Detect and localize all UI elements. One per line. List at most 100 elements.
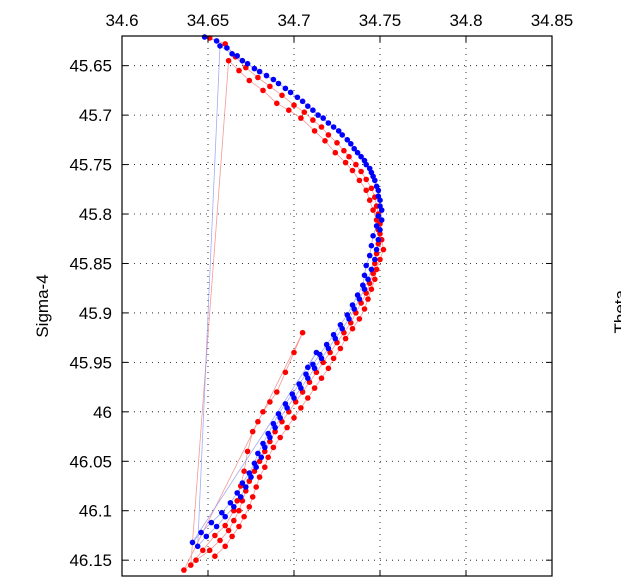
data-point-red xyxy=(291,349,297,356)
data-point-blue xyxy=(213,38,220,44)
data-point-red xyxy=(206,547,213,554)
y-tick-label: 45.8 xyxy=(79,205,112,224)
data-point-red xyxy=(301,109,308,115)
y-tick-label: 45.85 xyxy=(69,254,112,273)
data-point-blue xyxy=(246,470,253,476)
data-point-red xyxy=(272,428,278,435)
data-point-blue xyxy=(323,341,330,348)
data-point-blue xyxy=(258,454,265,461)
data-point-blue xyxy=(335,128,342,134)
data-point-red xyxy=(267,399,273,405)
x-tick-label: 34.85 xyxy=(531,11,574,30)
data-point-blue xyxy=(227,500,234,506)
data-point-blue xyxy=(289,391,296,397)
data-point-blue xyxy=(370,173,376,180)
data-point-red xyxy=(342,159,349,166)
y-tick-label: 45.75 xyxy=(69,156,112,175)
data-point-red xyxy=(325,365,332,372)
data-point-blue xyxy=(375,213,382,219)
data-point-red xyxy=(274,100,280,107)
data-point-red xyxy=(260,409,266,415)
data-point-blue xyxy=(373,183,380,190)
data-point-red xyxy=(361,306,368,312)
data-point-blue xyxy=(360,282,366,289)
data-point-blue xyxy=(361,157,368,164)
data-point-blue xyxy=(265,430,272,437)
data-point-blue xyxy=(194,543,201,550)
data-point-red xyxy=(200,547,206,554)
data-point-blue xyxy=(377,227,383,233)
data-point-red xyxy=(349,167,356,174)
data-point-blue xyxy=(348,141,354,147)
data-point-blue xyxy=(239,480,246,486)
data-point-blue xyxy=(363,262,370,269)
data-point-red xyxy=(298,115,304,121)
data-point-red xyxy=(262,464,268,471)
data-point-blue xyxy=(275,411,282,417)
data-point-blue xyxy=(366,252,373,259)
data-point-red xyxy=(236,507,242,514)
y-tick-label: 46.15 xyxy=(69,551,112,570)
data-point-red xyxy=(243,488,249,494)
data-point-red xyxy=(305,395,311,401)
data-point-red xyxy=(380,246,387,253)
grid-lines xyxy=(122,36,552,576)
data-point-blue xyxy=(366,165,373,172)
y-ticks: 45.65 45.7 45.75 45.8 45.85 45.9 45.95 46 46.05 4… xyxy=(69,57,552,570)
data-point-blue xyxy=(224,45,230,51)
data-point-red xyxy=(337,345,344,352)
data-point-red xyxy=(246,504,253,510)
data-point-blue xyxy=(368,242,375,249)
data-point-blue xyxy=(330,331,337,338)
data-point-blue xyxy=(305,103,311,109)
data-point-blue xyxy=(339,132,346,138)
data-point-red xyxy=(231,517,237,524)
data-point-red xyxy=(353,161,359,168)
data-point-red xyxy=(274,389,280,395)
data-point-blue xyxy=(375,236,382,243)
data-point-red xyxy=(241,468,247,475)
data-point-red xyxy=(241,513,247,520)
data-point-red xyxy=(318,375,325,382)
data-point-red xyxy=(212,553,218,559)
data-point-red xyxy=(284,424,290,431)
data-point-red xyxy=(372,260,378,267)
data-point-red xyxy=(372,276,378,283)
right-axis-label-fragment: Theta xyxy=(611,289,621,333)
y-tick-label: 45.7 xyxy=(79,106,112,125)
data-point-red xyxy=(255,74,261,81)
plot-frame xyxy=(121,35,553,577)
data-point-blue xyxy=(337,322,344,328)
data-point-blue xyxy=(344,312,351,318)
data-point-blue xyxy=(361,272,368,279)
data-point-blue xyxy=(296,381,303,387)
data-point-red xyxy=(244,448,251,455)
data-point-blue xyxy=(244,60,251,67)
y-axis-label: Sigma-4 xyxy=(33,274,52,337)
data-point-blue xyxy=(344,137,351,143)
data-point-blue xyxy=(263,72,270,79)
data-point-red xyxy=(325,132,332,138)
data-point-red xyxy=(181,567,187,573)
data-point-blue xyxy=(231,504,237,510)
data-point-red xyxy=(265,454,272,461)
data-point-blue xyxy=(303,371,309,378)
data-point-red xyxy=(298,405,304,411)
data-point-blue xyxy=(349,302,356,308)
data-point-red xyxy=(291,415,297,421)
data-point-red xyxy=(322,138,328,144)
data-point-red xyxy=(370,207,376,213)
data-point-red xyxy=(375,240,382,247)
data-point-blue xyxy=(237,494,244,500)
data-point-red xyxy=(286,107,292,113)
x-tick-label: 34.7 xyxy=(277,11,310,30)
data-point-red xyxy=(318,124,325,130)
data-point-red xyxy=(363,176,370,183)
data-point-blue xyxy=(373,223,380,229)
data-point-blue xyxy=(299,98,306,105)
series-trace-blue xyxy=(192,36,383,548)
data-point-red xyxy=(262,448,268,455)
data-point-red xyxy=(260,87,266,94)
data-point-red xyxy=(363,187,370,194)
y-tick-label: 45.95 xyxy=(69,353,112,372)
